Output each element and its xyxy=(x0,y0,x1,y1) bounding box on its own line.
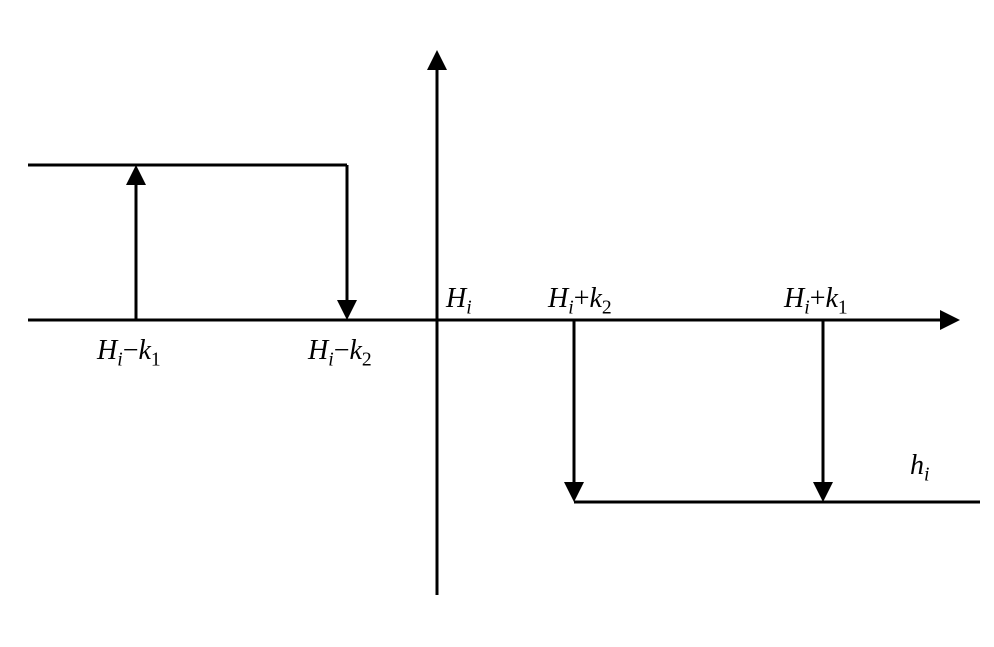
label-Hi-plus-k2: Hi+k2 xyxy=(548,283,612,320)
diagram-canvas xyxy=(0,0,994,647)
label-Hi: Hi xyxy=(446,283,472,320)
label-Hi-plus-k1: Hi+k1 xyxy=(784,283,848,320)
label-Hi-minus-k2: Hi−k2 xyxy=(308,335,372,372)
label-h-i: hi xyxy=(910,450,929,487)
label-Hi-minus-k1: Hi−k1 xyxy=(97,335,161,372)
